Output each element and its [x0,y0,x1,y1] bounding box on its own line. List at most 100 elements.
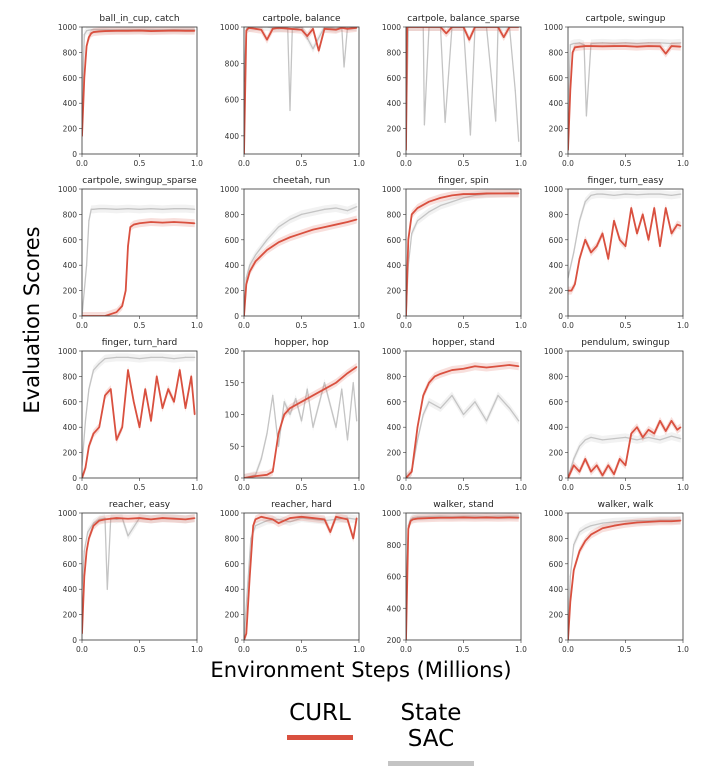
point-state-sac-hopper-stand-10 [497,394,499,397]
point-state-sac-walker-walk-11 [659,519,661,521]
point-state-sac-hopper-hop-5 [277,445,280,447]
point-curl-cartpole-balance-9 [300,29,303,31]
x-tick-label-ball-in-cup-catch-0.5: 0.5 [134,159,146,168]
point-curl-ball-in-cup-catch-7 [104,30,106,32]
line-state-sac-cartpole-swingup [568,42,681,129]
band-curl-walker-walk [568,516,681,640]
subplot-pendulum-swingup: pendulum, swingup 0 200 400 600 800 1000 0.0 0.5… [544,338,689,492]
point-state-sac-walker-stand-13 [518,515,520,517]
point-curl-cartpole-swingup-1 [569,89,571,92]
x-tick-label-walker-stand-0.0: 0.0 [400,645,412,654]
y-tick-label-finger-spin-1000: 1000 [382,185,401,194]
y-tick-label-cartpole-swingup-sparse-800: 800 [63,210,78,219]
point-curl-ball-in-cup-catch-10 [138,29,141,32]
x-tick-label-hopper-stand-0.5: 0.5 [458,483,470,492]
y-tick-label-finger-turn-hard-400: 400 [63,423,78,432]
point-curl-cheetah-run-3 [254,260,257,262]
band-state-sac-reacher-hard [244,514,357,640]
point-curl-cartpole-swingup-7 [601,45,604,47]
x-tick-label-pendulum-swingup-0.0: 0.0 [562,483,574,492]
y-tick-label-walker-walk-200: 200 [549,611,564,620]
line-state-sac-walker-stand [406,515,519,625]
point-curl-finger-spin-6 [451,194,453,196]
y-tick-label-reacher-hard-1000: 1000 [220,509,239,518]
point-state-sac-cartpole-balance-14 [343,66,345,68]
point-state-sac-finger-turn-easy-3 [584,201,586,203]
point-curl-finger-turn-easy-12 [630,207,632,209]
point-state-sac-finger-turn-easy-4 [590,194,592,196]
point-curl-hopper-stand-13 [518,365,520,367]
y-tick-label-cartpole-swingup-sparse-400: 400 [63,261,78,270]
legend-label-curl: CURL [289,700,351,726]
point-curl-finger-turn-hard-8 [121,426,123,428]
point-curl-finger-spin-9 [485,192,488,195]
point-curl-cartpole-swingup-sparse-10 [150,221,152,223]
point-curl-reacher-hard-9 [289,517,291,519]
point-curl-pendulum-swingup-10 [624,464,627,466]
plot-area-finger-turn-easy [568,190,682,295]
subplot-title-reacher-easy: reacher, easy [109,500,171,510]
line-curl-cheetah-run [244,218,357,316]
point-curl-cartpole-swingup-sparse-8 [133,223,135,226]
point-curl-cartpole-swingup-9 [624,45,627,47]
point-state-sac-walker-walk-6 [601,522,604,524]
point-curl-ball-in-cup-catch-12 [161,30,164,32]
line-state-sac-cartpole-balance [244,27,357,112]
point-curl-reacher-hard-14 [335,516,337,518]
point-state-sac-cartpole-swingup-5 [585,115,588,117]
plot-area-cheetah-run [244,202,358,316]
line-curl-reacher-hard [244,515,358,640]
point-curl-cheetah-run-6 [289,236,291,238]
subplot-title-walker-walk: walker, walk [598,500,655,510]
y-tick-label-pendulum-swingup-400: 400 [549,423,564,432]
band-curl-ball-in-cup-catch [82,27,195,141]
x-tick-label-cartpole-balance-sparse-0.5: 0.5 [458,159,470,168]
y-tick-label-cartpole-swingup-0: 0 [558,150,563,159]
x-tick-label-walker-walk-0.0: 0.0 [562,645,574,654]
point-state-sac-reacher-hard-8 [312,518,314,520]
point-curl-ball-in-cup-catch-13 [173,29,175,32]
y-tick-label-walker-stand-600: 600 [387,573,402,582]
y-tick-label-finger-turn-hard-800: 800 [63,372,78,381]
subplot-title-pendulum-swingup: pendulum, swingup [581,338,670,348]
point-curl-pendulum-swingup-8 [613,473,615,475]
line-state-sac-finger-turn-easy [568,193,681,279]
subplot-title-cartpole-swingup-sparse: cartpole, swingup_sparse [82,176,197,186]
y-tick-label-hopper-hop-50: 50 [229,442,239,451]
point-curl-reacher-hard-8 [277,522,280,524]
point-state-sac-cartpole-balance-10 [312,48,314,50]
point-state-sac-cartpole-swingup-sparse-14 [194,208,196,210]
point-state-sac-pendulum-swingup-12 [680,438,682,440]
point-curl-cartpole-swingup-6 [590,45,592,47]
point-state-sac-cartpole-swingup-sparse-4 [92,208,95,210]
point-curl-finger-turn-hard-4 [98,426,100,428]
point-state-sac-pendulum-swingup-2 [578,445,581,447]
subplot-reacher-hard: reacher, hard 0 200 400 600 800 1000 0.0 0.5 1.0 [220,500,365,654]
point-curl-hopper-hop-9 [323,388,326,390]
point-state-sac-cheetah-run-4 [266,239,268,241]
y-tick-label-walker-walk-800: 800 [549,534,564,543]
plot-area-cartpole-swingup [568,38,682,154]
point-curl-finger-turn-easy-21 [680,225,682,227]
point-state-sac-hopper-stand-2 [416,439,419,441]
point-curl-hopper-hop-1 [254,475,257,477]
point-curl-reacher-hard-5 [260,516,262,518]
line-curl-cartpole-balance-sparse [406,27,519,151]
point-state-sac-hopper-stand-6 [451,394,453,397]
line-curl-cartpole-swingup-sparse [82,221,195,316]
point-curl-finger-turn-easy-5 [590,251,592,254]
band-curl-cartpole-swingup-sparse [82,218,195,316]
point-curl-walker-stand-12 [508,516,511,519]
point-curl-reacher-hard-2 [249,575,251,578]
plot-area-finger-turn-hard [82,353,196,478]
subplot-finger-turn-easy: finger, turn_easy 0 200 400 600 800 1000 0.0 0.5… [544,176,689,330]
point-curl-reacher-easy-8 [127,518,129,520]
subplot-walker-stand: walker, stand 200 400 600 800 1000 0.0 0.5 1.0 [382,500,527,654]
point-state-sac-hopper-stand-5 [439,407,442,409]
point-curl-cheetah-run-7 [300,232,303,235]
axes-frame-reacher-easy [81,512,198,641]
y-tick-label-cartpole-balance-sparse-400: 400 [387,99,402,108]
point-curl-reacher-hard-17 [352,537,354,540]
subplot-walker-walk: walker, walk 0 200 400 600 800 1000 0.0 0.5 1.0 [544,500,689,654]
y-tick-label-walker-walk-600: 600 [549,560,564,569]
